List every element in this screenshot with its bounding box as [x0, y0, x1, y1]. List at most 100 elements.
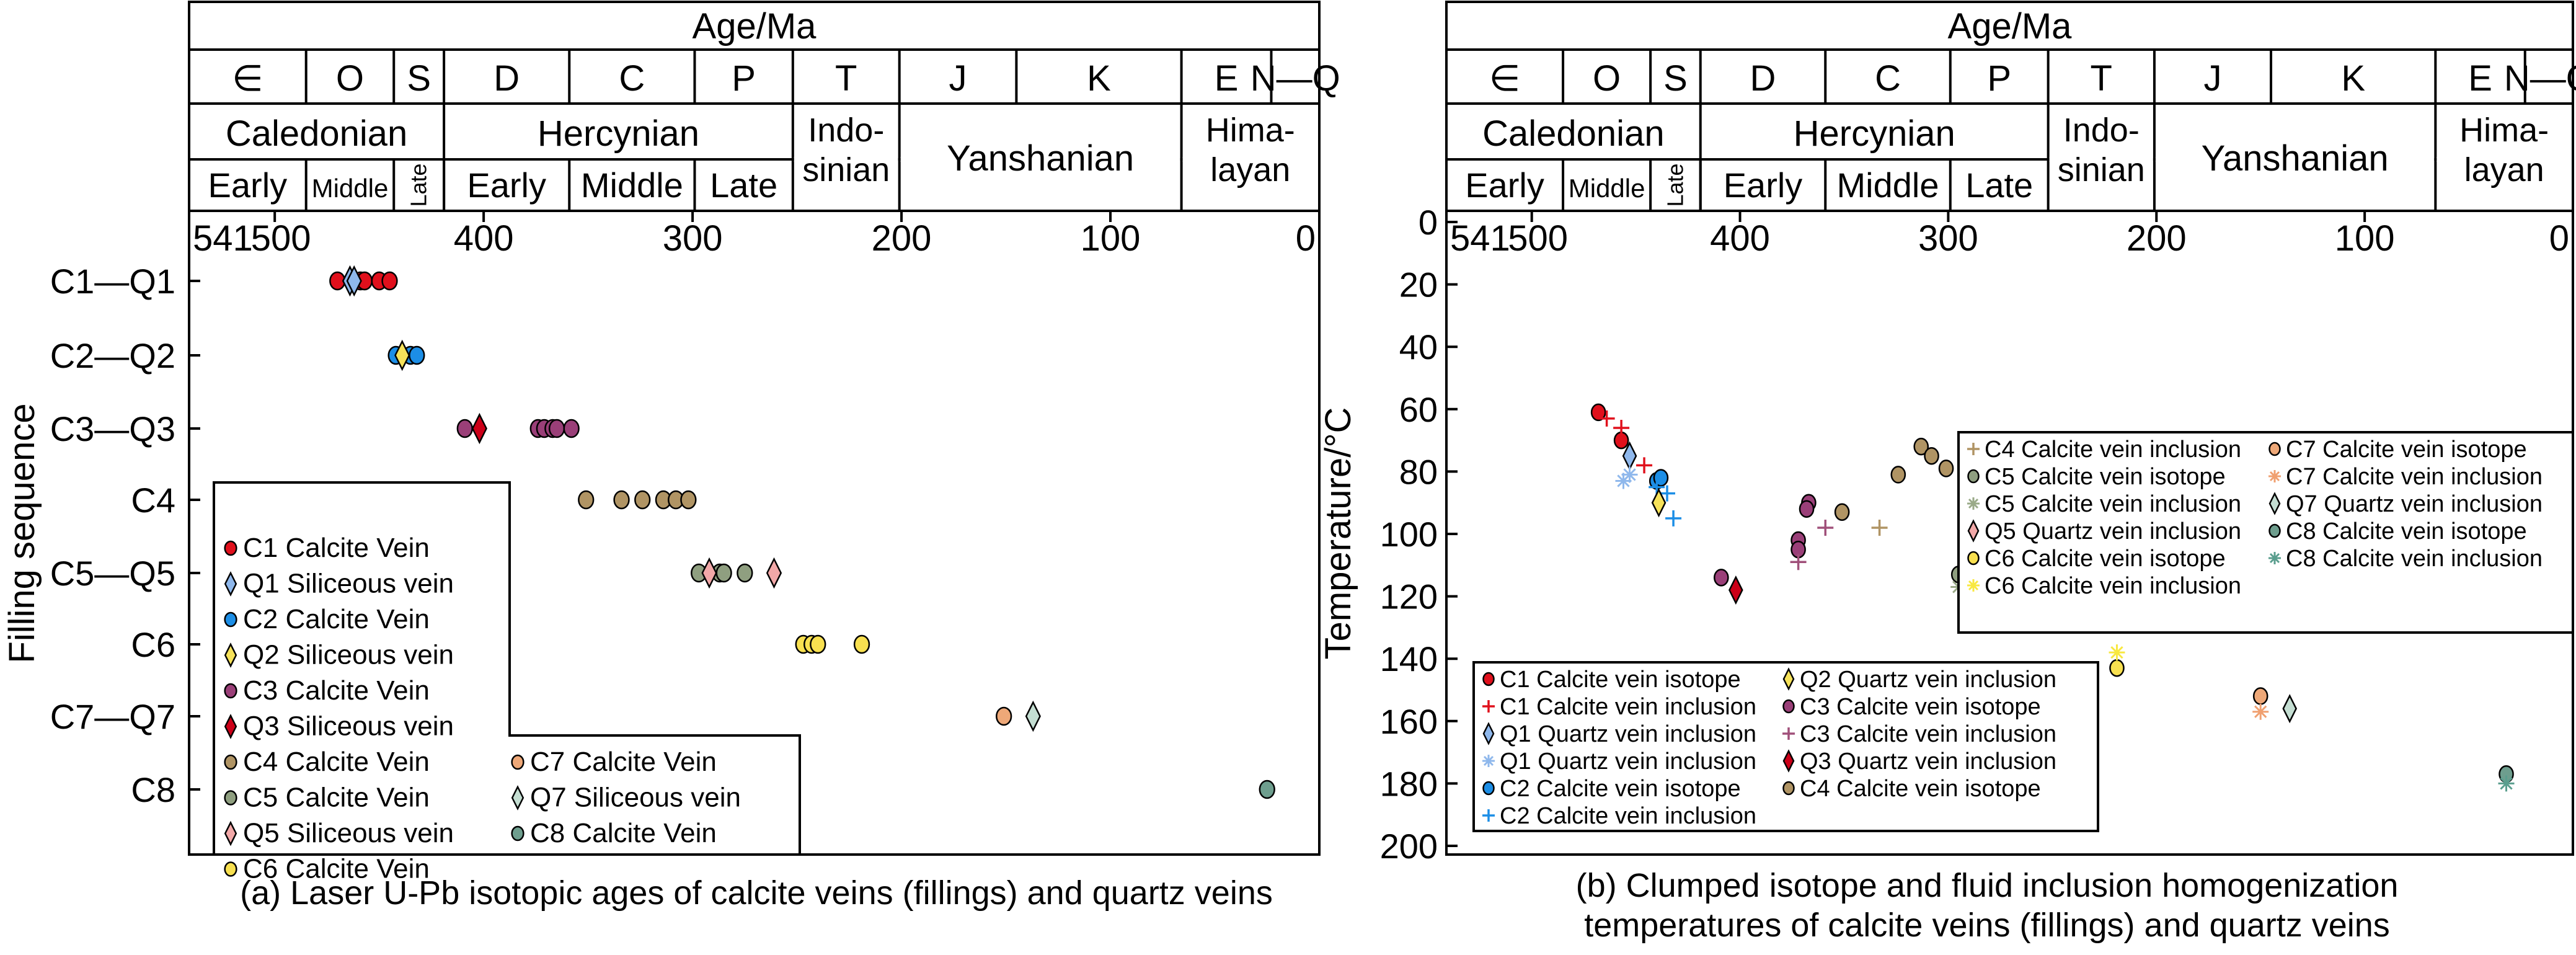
diamond-marker [471, 412, 487, 445]
period-label: J [2203, 58, 2221, 99]
period-label: T [835, 58, 857, 99]
orogeny-label: Caledonian [226, 113, 407, 154]
y-tick-label: 200 [1380, 827, 1438, 866]
legend-label: Q7 Quartz vein inclusion [2286, 491, 2543, 517]
orogeny-label: sinian [2058, 151, 2145, 189]
orogeny-label: layan [2464, 151, 2544, 189]
orogeny-label: Indo- [2063, 112, 2140, 149]
legend-label: C6 Calcite vein inclusion [1985, 573, 2241, 599]
x-tick-label: 200 [2127, 218, 2187, 259]
circle-marker [1967, 551, 1980, 566]
circle-marker [456, 419, 473, 438]
diamond-marker [1782, 667, 1795, 691]
period-label: T [2091, 58, 2112, 99]
orogeny-label: layan [1210, 151, 1290, 189]
circle-marker [2268, 442, 2281, 456]
panel-b-temperatures: Age/Ma ∈ O S D C P T J K E N—Q Caledonian Hercynian In… [1318, 1, 2576, 944]
y-category-label: C8 [131, 770, 175, 809]
plus-marker [1790, 554, 1807, 571]
y-tick-label: 0 [1419, 203, 1438, 242]
y-category-label: C2—Q2 [50, 336, 175, 375]
diamond-marker [346, 265, 362, 297]
y-tick-label: 80 [1399, 452, 1438, 491]
legend-label: C4 Calcite vein inclusion [1985, 437, 2241, 463]
circle-marker [224, 540, 237, 556]
legend-label: C5 Calcite vein inclusion [1985, 491, 2241, 517]
legend-label: C8 Calcite vein inclusion [2286, 546, 2543, 572]
legend-box [213, 481, 801, 856]
x-tick-label: 300 [1918, 218, 1978, 259]
circle-marker [1590, 403, 1606, 422]
legend-label: Q1 Quartz vein inclusion [1500, 721, 1756, 747]
y-tick-label: 60 [1399, 390, 1438, 429]
x-tick-label: 200 [872, 218, 932, 259]
period-label: C [619, 58, 645, 99]
legend-label: C4 Calcite Vein [243, 747, 430, 777]
diamond-marker [224, 642, 237, 668]
subdivision-label: Late [406, 163, 432, 207]
diamond-marker [1025, 700, 1041, 732]
period-label: E [2468, 58, 2492, 99]
y-category-label: C7—Q7 [50, 697, 175, 736]
circle-marker [224, 861, 237, 877]
circle-marker [1482, 672, 1495, 686]
orogeny-label: Hercynian [538, 113, 699, 154]
asterisk-marker [2498, 775, 2515, 792]
x-tick-label: 0 [1296, 218, 1316, 259]
legend-label: Q5 Quartz vein inclusion [1985, 518, 2241, 544]
diamond-marker [224, 571, 237, 597]
circle-marker [1924, 447, 1939, 465]
circle-marker [853, 634, 870, 654]
legend-label: Q5 Siliceous vein [243, 818, 454, 848]
y-category-label: C5—Q5 [50, 554, 175, 593]
period-label: D [494, 58, 520, 99]
circle-marker [680, 490, 697, 510]
period-label: D [1750, 58, 1776, 99]
diamond-marker [1728, 575, 1743, 605]
diamond-marker [1782, 749, 1795, 773]
legend-label: C1 Calcite vein isotope [1500, 667, 1741, 693]
legend-label: Q3 Quartz vein inclusion [1800, 748, 2056, 775]
diamond-marker [1967, 519, 1980, 543]
legend-label: C6 Calcite vein isotope [1985, 546, 2226, 572]
asterisk-marker [2268, 552, 2281, 564]
diamond-marker [2268, 492, 2281, 515]
asterisk-marker [1967, 579, 1980, 592]
subdivision-label: Early [1724, 166, 1803, 205]
y-tick-label: 20 [1399, 265, 1438, 304]
legend-label: Q7 Siliceous vein [530, 783, 741, 813]
y-category-label: C4 [131, 481, 175, 520]
orogeny-merge-cover [1182, 157, 1318, 162]
y-tick-label: 160 [1380, 702, 1438, 741]
asterisk-marker [2109, 644, 2125, 661]
period-label: O [1593, 58, 1621, 99]
circle-marker [1890, 466, 1906, 484]
age-title: Age/Ma [693, 6, 817, 47]
orogeny-merge-cover [2155, 157, 2435, 162]
legend-label: C6 Calcite Vein [243, 854, 430, 884]
circle-marker [715, 563, 732, 583]
plus-marker [1665, 510, 1682, 526]
circle-marker [810, 634, 826, 654]
legend-label: Q2 Quartz vein inclusion [1800, 667, 2056, 693]
y-category-label: C6 [131, 625, 175, 664]
period-label: K [2341, 58, 2365, 99]
circle-marker [737, 563, 753, 583]
legend-label: C5 Calcite Vein [243, 783, 430, 813]
orogeny-label: Hima- [2459, 112, 2549, 149]
period-label: P [732, 58, 756, 99]
orogeny-label: sinian [802, 151, 890, 189]
legend-box-top-right [1957, 431, 2574, 634]
x-tick-label: 100 [2335, 218, 2395, 259]
y-tick-label: 140 [1380, 639, 1438, 678]
circle-marker [224, 754, 237, 770]
orogeny-label: Yanshanian [947, 138, 1134, 179]
legend-label: Q3 Siliceous vein [243, 711, 454, 742]
x-tick-label: 0 [2549, 218, 2569, 259]
x-tick-label: 500 [251, 218, 311, 259]
asterisk-marker [1621, 466, 1638, 483]
circle-marker [2252, 687, 2268, 705]
asterisk-marker [1615, 473, 1632, 489]
legend-label: C3 Calcite vein inclusion [1800, 721, 2056, 747]
